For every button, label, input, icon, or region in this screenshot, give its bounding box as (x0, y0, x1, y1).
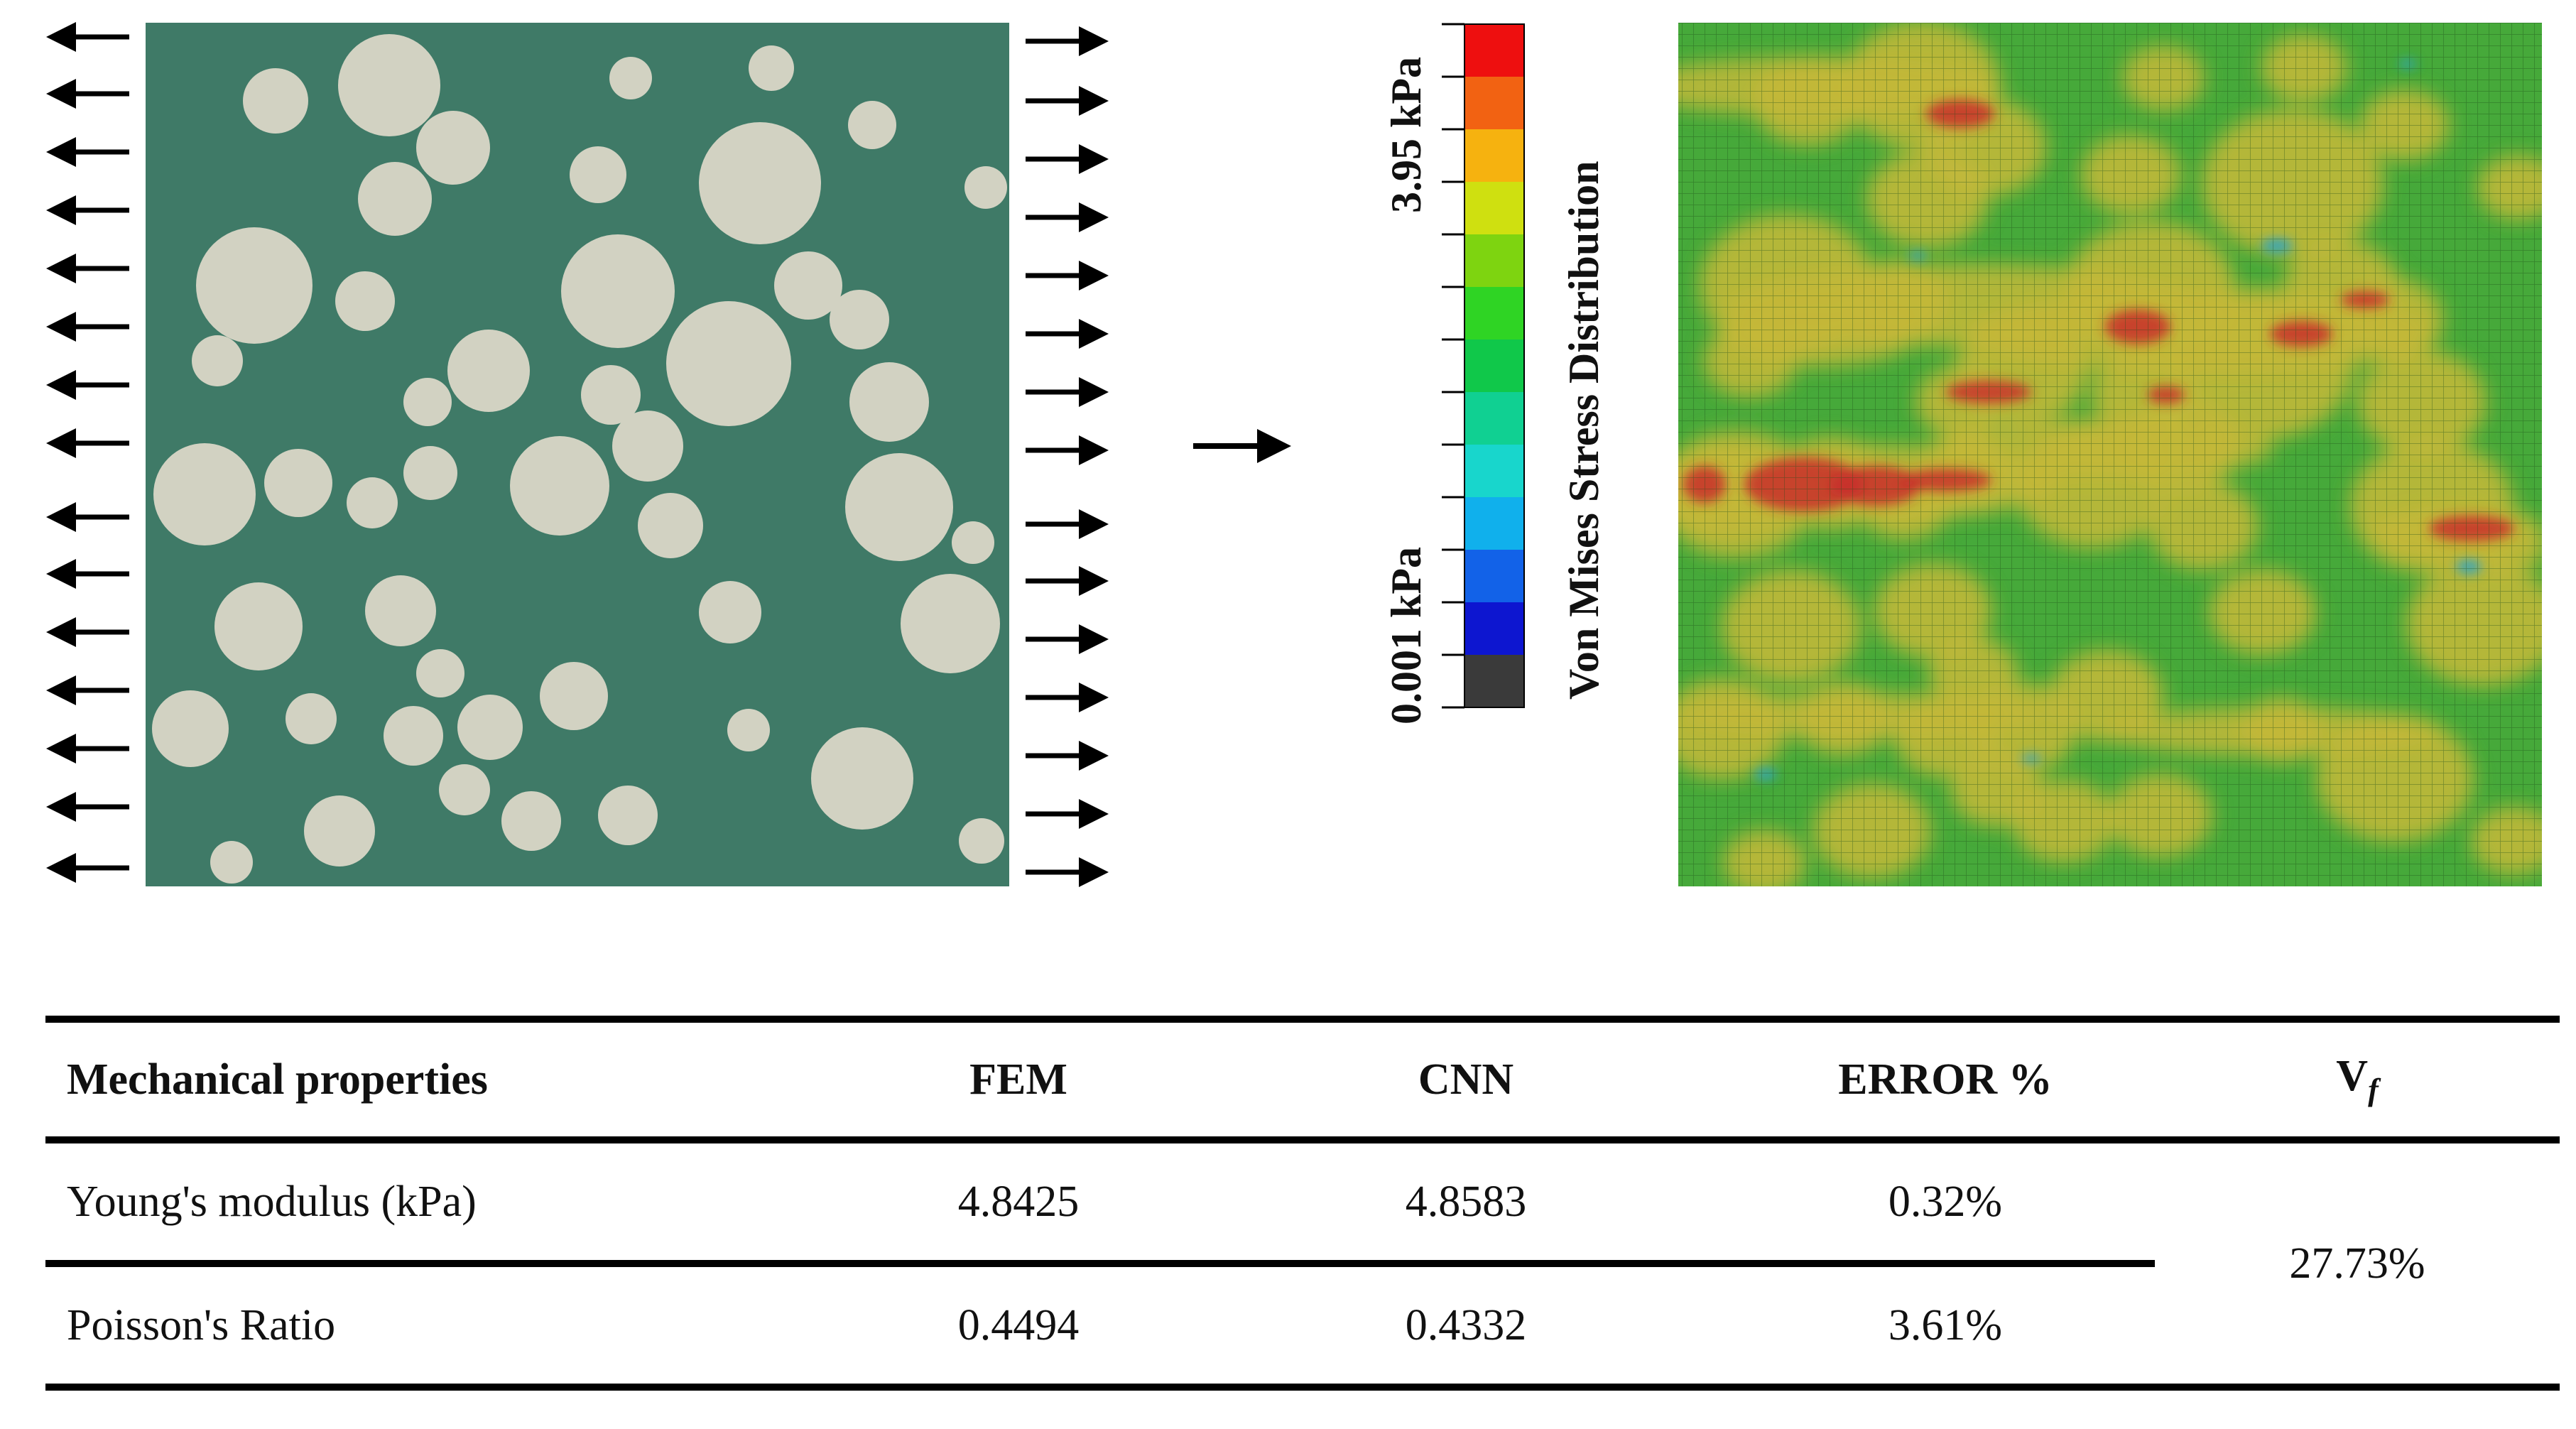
fiber-inclusion (358, 162, 432, 236)
right-tension-arrows (1026, 26, 1109, 887)
fiber-inclusion (416, 649, 464, 697)
fiber-inclusion (153, 443, 256, 545)
colorbar-min-label: 0.001 kPa (1383, 547, 1430, 724)
header-error: ERROR % (1736, 1016, 2155, 1143)
row-cnn: 4.8583 (1196, 1140, 1736, 1267)
row-cnn: 0.4332 (1196, 1264, 1736, 1391)
header-vf: Vf (2155, 1016, 2560, 1143)
row-error: 0.32% (1736, 1140, 2155, 1267)
figure-illustration: 3.95 kPa 0.001 kPa Von Mises Stress Dist… (46, 22, 2542, 887)
colorbar-block (1464, 655, 1524, 707)
header-vf-sub: f (2368, 1072, 2379, 1107)
fiber-inclusion (439, 764, 490, 815)
fiber-inclusion (811, 727, 913, 830)
fiber-inclusion (152, 690, 229, 767)
fiber-inclusion (581, 365, 641, 425)
fiber-inclusion (849, 362, 929, 442)
colorbar-block (1464, 445, 1524, 497)
fiber-inclusion (196, 227, 313, 344)
fiber-inclusion (540, 662, 608, 730)
fiber-inclusion (749, 45, 794, 91)
fiber-inclusions (152, 34, 1007, 884)
microstructure-panel (146, 23, 1009, 886)
colorbar-block (1464, 129, 1524, 182)
fiber-inclusion (830, 290, 889, 349)
fiber-inclusion (774, 251, 842, 320)
fiber-inclusion (416, 111, 490, 185)
fiber-inclusion (952, 521, 994, 564)
colorbar-block (1464, 339, 1524, 392)
colorbar-blocks (1464, 23, 1525, 708)
fiber-inclusion (959, 818, 1004, 864)
fiber-inclusion (214, 582, 303, 670)
colorbar-title: Von Mises Stress Distribution (1560, 161, 1607, 700)
fiber-inclusion (365, 575, 436, 646)
fiber-inclusion (192, 335, 243, 386)
table-row: Young's modulus (kPa) 4.8425 4.8583 0.32… (45, 1140, 2560, 1391)
fiber-inclusion (403, 446, 457, 500)
colorbar-block (1464, 77, 1524, 129)
fiber-inclusion (335, 271, 395, 331)
fiber-inclusion (727, 709, 770, 751)
fiber-inclusion (286, 693, 337, 744)
header-cnn: CNN (1196, 1016, 1736, 1143)
fiber-inclusion (384, 706, 443, 766)
fiber-inclusion (264, 449, 332, 517)
fiber-inclusion (699, 122, 821, 244)
left-tension-arrows (46, 22, 129, 883)
fiber-inclusion (666, 301, 791, 426)
colorbar-block (1464, 234, 1524, 287)
fiber-inclusion (609, 57, 652, 99)
fiber-inclusion (561, 234, 675, 348)
colorbar-block (1464, 550, 1524, 602)
colorbar-frame (1464, 23, 1525, 708)
header-vf-main: V (2336, 1052, 2369, 1100)
fiber-inclusion (699, 581, 761, 643)
row-property: Poisson's Ratio (45, 1264, 841, 1391)
fiber-inclusion (848, 101, 896, 149)
fiber-inclusion (510, 436, 609, 536)
fiber-inclusion (243, 68, 308, 134)
fiber-inclusion (447, 330, 530, 412)
table-header-row: Mechanical properties FEM CNN ERROR % Vf (45, 1016, 2560, 1143)
row-fem: 4.8425 (841, 1140, 1196, 1267)
results-table: Mechanical properties FEM CNN ERROR % Vf… (45, 1016, 2560, 1391)
colorbar: 3.95 kPa 0.001 kPa Von Mises Stress Dist… (1383, 23, 1607, 724)
colorbar-block (1464, 602, 1524, 655)
fiber-inclusion (347, 477, 398, 528)
table-row: Poisson's Ratio 0.4494 0.4332 3.61% (45, 1264, 2560, 1391)
fiber-inclusion (901, 574, 1000, 673)
colorbar-block (1464, 392, 1524, 445)
fiber-inclusion (210, 841, 253, 884)
colorbar-block (1464, 24, 1524, 77)
row-fem: 0.4494 (841, 1264, 1196, 1391)
row-error: 3.61% (1736, 1264, 2155, 1391)
fiber-inclusion (403, 378, 452, 426)
header-fem: FEM (841, 1016, 1196, 1143)
colorbar-ticks (1442, 23, 1464, 709)
fiber-inclusion (638, 493, 703, 558)
colorbar-block (1464, 497, 1524, 550)
fiber-inclusion (338, 34, 440, 136)
colorbar-block (1464, 182, 1524, 234)
mesh-overlay (1678, 23, 2542, 886)
fiber-inclusion (964, 166, 1007, 209)
fiber-inclusion (570, 146, 626, 203)
row-property: Young's modulus (kPa) (45, 1140, 841, 1267)
fiber-inclusion (612, 411, 683, 482)
fiber-inclusion (457, 695, 523, 760)
fiber-inclusion (845, 453, 953, 561)
vf-value: 27.73% (2155, 1140, 2560, 1391)
fiber-inclusion (598, 786, 658, 845)
fiber-inclusion (501, 791, 561, 851)
colorbar-max-label: 3.95 kPa (1383, 57, 1430, 213)
header-mechanical-properties: Mechanical properties (45, 1016, 841, 1143)
stress-map-panel (1678, 23, 2542, 886)
colorbar-block (1464, 287, 1524, 339)
fiber-inclusion (304, 795, 375, 866)
